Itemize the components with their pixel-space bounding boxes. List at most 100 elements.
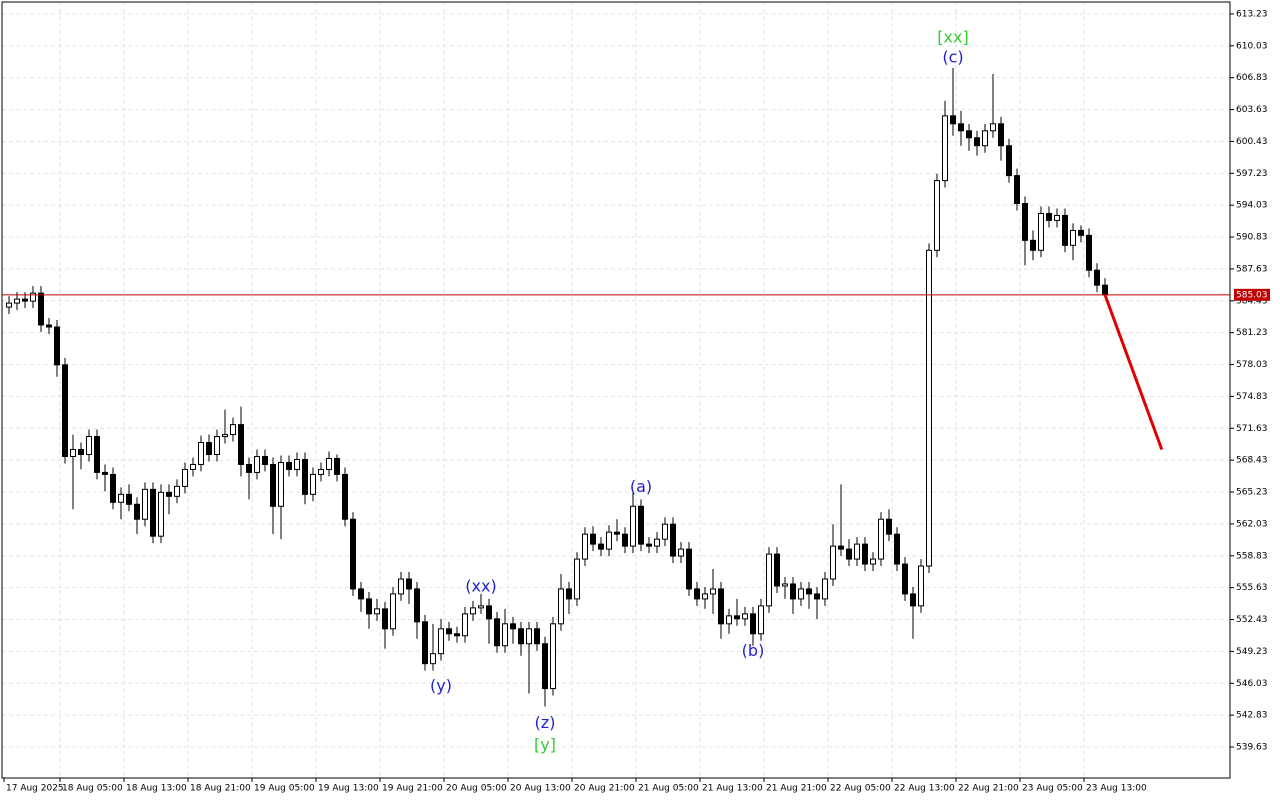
candle-body	[102, 471, 108, 475]
x-tick-label: 22 Aug 05:00	[830, 784, 891, 794]
candle-body	[1030, 239, 1036, 251]
candle-body	[262, 455, 268, 465]
candle-body	[86, 436, 92, 455]
candle-body	[830, 545, 836, 580]
wave-label: (b)	[742, 641, 765, 660]
candle-body	[390, 593, 396, 630]
candle-body	[606, 531, 612, 550]
candle-body	[838, 545, 844, 550]
candle-body	[766, 553, 772, 607]
candle-body	[342, 473, 348, 520]
candle-body	[174, 485, 180, 497]
candle-body	[526, 628, 532, 645]
candle-body	[798, 588, 804, 600]
candle-body	[70, 449, 76, 457]
candle-body	[1014, 175, 1020, 204]
plot-border	[1, 1, 1231, 779]
y-tick-label: 590.83	[1236, 233, 1268, 243]
candle-body	[1062, 214, 1068, 246]
candle-body	[54, 326, 60, 366]
candle-body	[142, 488, 148, 520]
candle-body	[302, 458, 308, 495]
y-tick-label: 546.03	[1236, 679, 1268, 689]
candle-body	[126, 493, 132, 505]
candle-body	[1046, 212, 1052, 221]
candle-body	[246, 463, 252, 473]
candle-body	[406, 578, 412, 590]
candle-body	[446, 628, 452, 635]
candle-body	[214, 436, 220, 455]
y-tick-label: 613.23	[1236, 9, 1268, 19]
current-price-label: 585.03	[1236, 290, 1268, 300]
candle-body	[1006, 145, 1012, 177]
y-tick-label: 565.23	[1236, 488, 1268, 498]
candle-body	[38, 292, 44, 326]
x-tick-label: 21 Aug 21:00	[766, 784, 827, 794]
candle-body	[974, 137, 980, 147]
candle-body	[702, 593, 708, 600]
forecast-line	[1103, 294, 1164, 451]
candle-body	[6, 302, 12, 308]
candle-body	[814, 593, 820, 600]
candle-body	[182, 468, 188, 487]
candle-body	[910, 593, 916, 607]
candle-body	[326, 457, 332, 470]
candle-body	[134, 503, 140, 520]
candle-body	[366, 598, 372, 615]
candle-body	[1086, 234, 1092, 271]
candle-body	[678, 548, 684, 557]
current-price-box	[1234, 288, 1270, 301]
candle-body	[358, 588, 364, 600]
x-tick-label: 22 Aug 13:00	[894, 784, 955, 794]
candle-body	[534, 628, 540, 645]
x-tick-label: 18 Aug 21:00	[190, 784, 251, 794]
candle-body	[950, 115, 956, 125]
y-tick-label: 568.43	[1236, 456, 1268, 466]
candle-body	[22, 298, 28, 302]
candle-body	[478, 605, 484, 609]
candle-body	[1094, 269, 1100, 286]
candle-body	[230, 424, 236, 436]
candle-body	[982, 130, 988, 147]
candle-body	[430, 653, 436, 665]
candle-body	[46, 324, 52, 328]
y-tick-label: 594.03	[1236, 201, 1268, 211]
wave-label: (a)	[630, 477, 652, 496]
candle-body	[254, 455, 260, 473]
candle-body	[926, 249, 932, 567]
candle-body	[1078, 229, 1084, 236]
candle-body	[206, 442, 212, 455]
candle-body	[286, 461, 292, 470]
candle-body	[166, 491, 172, 497]
candle-body	[598, 543, 604, 550]
wave-label: (y)	[430, 676, 452, 695]
candle-body	[222, 434, 228, 438]
candle-body	[622, 533, 628, 547]
candle-body	[118, 493, 124, 503]
candle-body	[630, 505, 636, 547]
candle-body	[422, 621, 428, 665]
y-tick-label: 597.23	[1236, 169, 1268, 179]
candle-body	[270, 463, 276, 507]
candle-body	[934, 180, 940, 251]
candle-body	[486, 605, 492, 620]
candle-body	[494, 618, 500, 647]
candle-body	[550, 623, 556, 690]
candle-body	[854, 543, 860, 560]
candle-body	[638, 505, 644, 545]
x-tick-label: 22 Aug 21:00	[958, 784, 1019, 794]
x-tick-label: 17 Aug 2025	[6, 784, 64, 794]
y-tick-label: 571.63	[1236, 424, 1268, 434]
candle-body	[774, 553, 780, 587]
wave-label: (z)	[535, 713, 556, 732]
candle-body	[790, 583, 796, 600]
candle-body	[1102, 284, 1108, 296]
wave-label: [xx]	[937, 28, 968, 47]
y-tick-label: 584.43	[1236, 296, 1268, 306]
y-tick-label: 555.63	[1236, 583, 1268, 593]
candle-body	[894, 533, 900, 565]
candle-body	[14, 298, 20, 304]
